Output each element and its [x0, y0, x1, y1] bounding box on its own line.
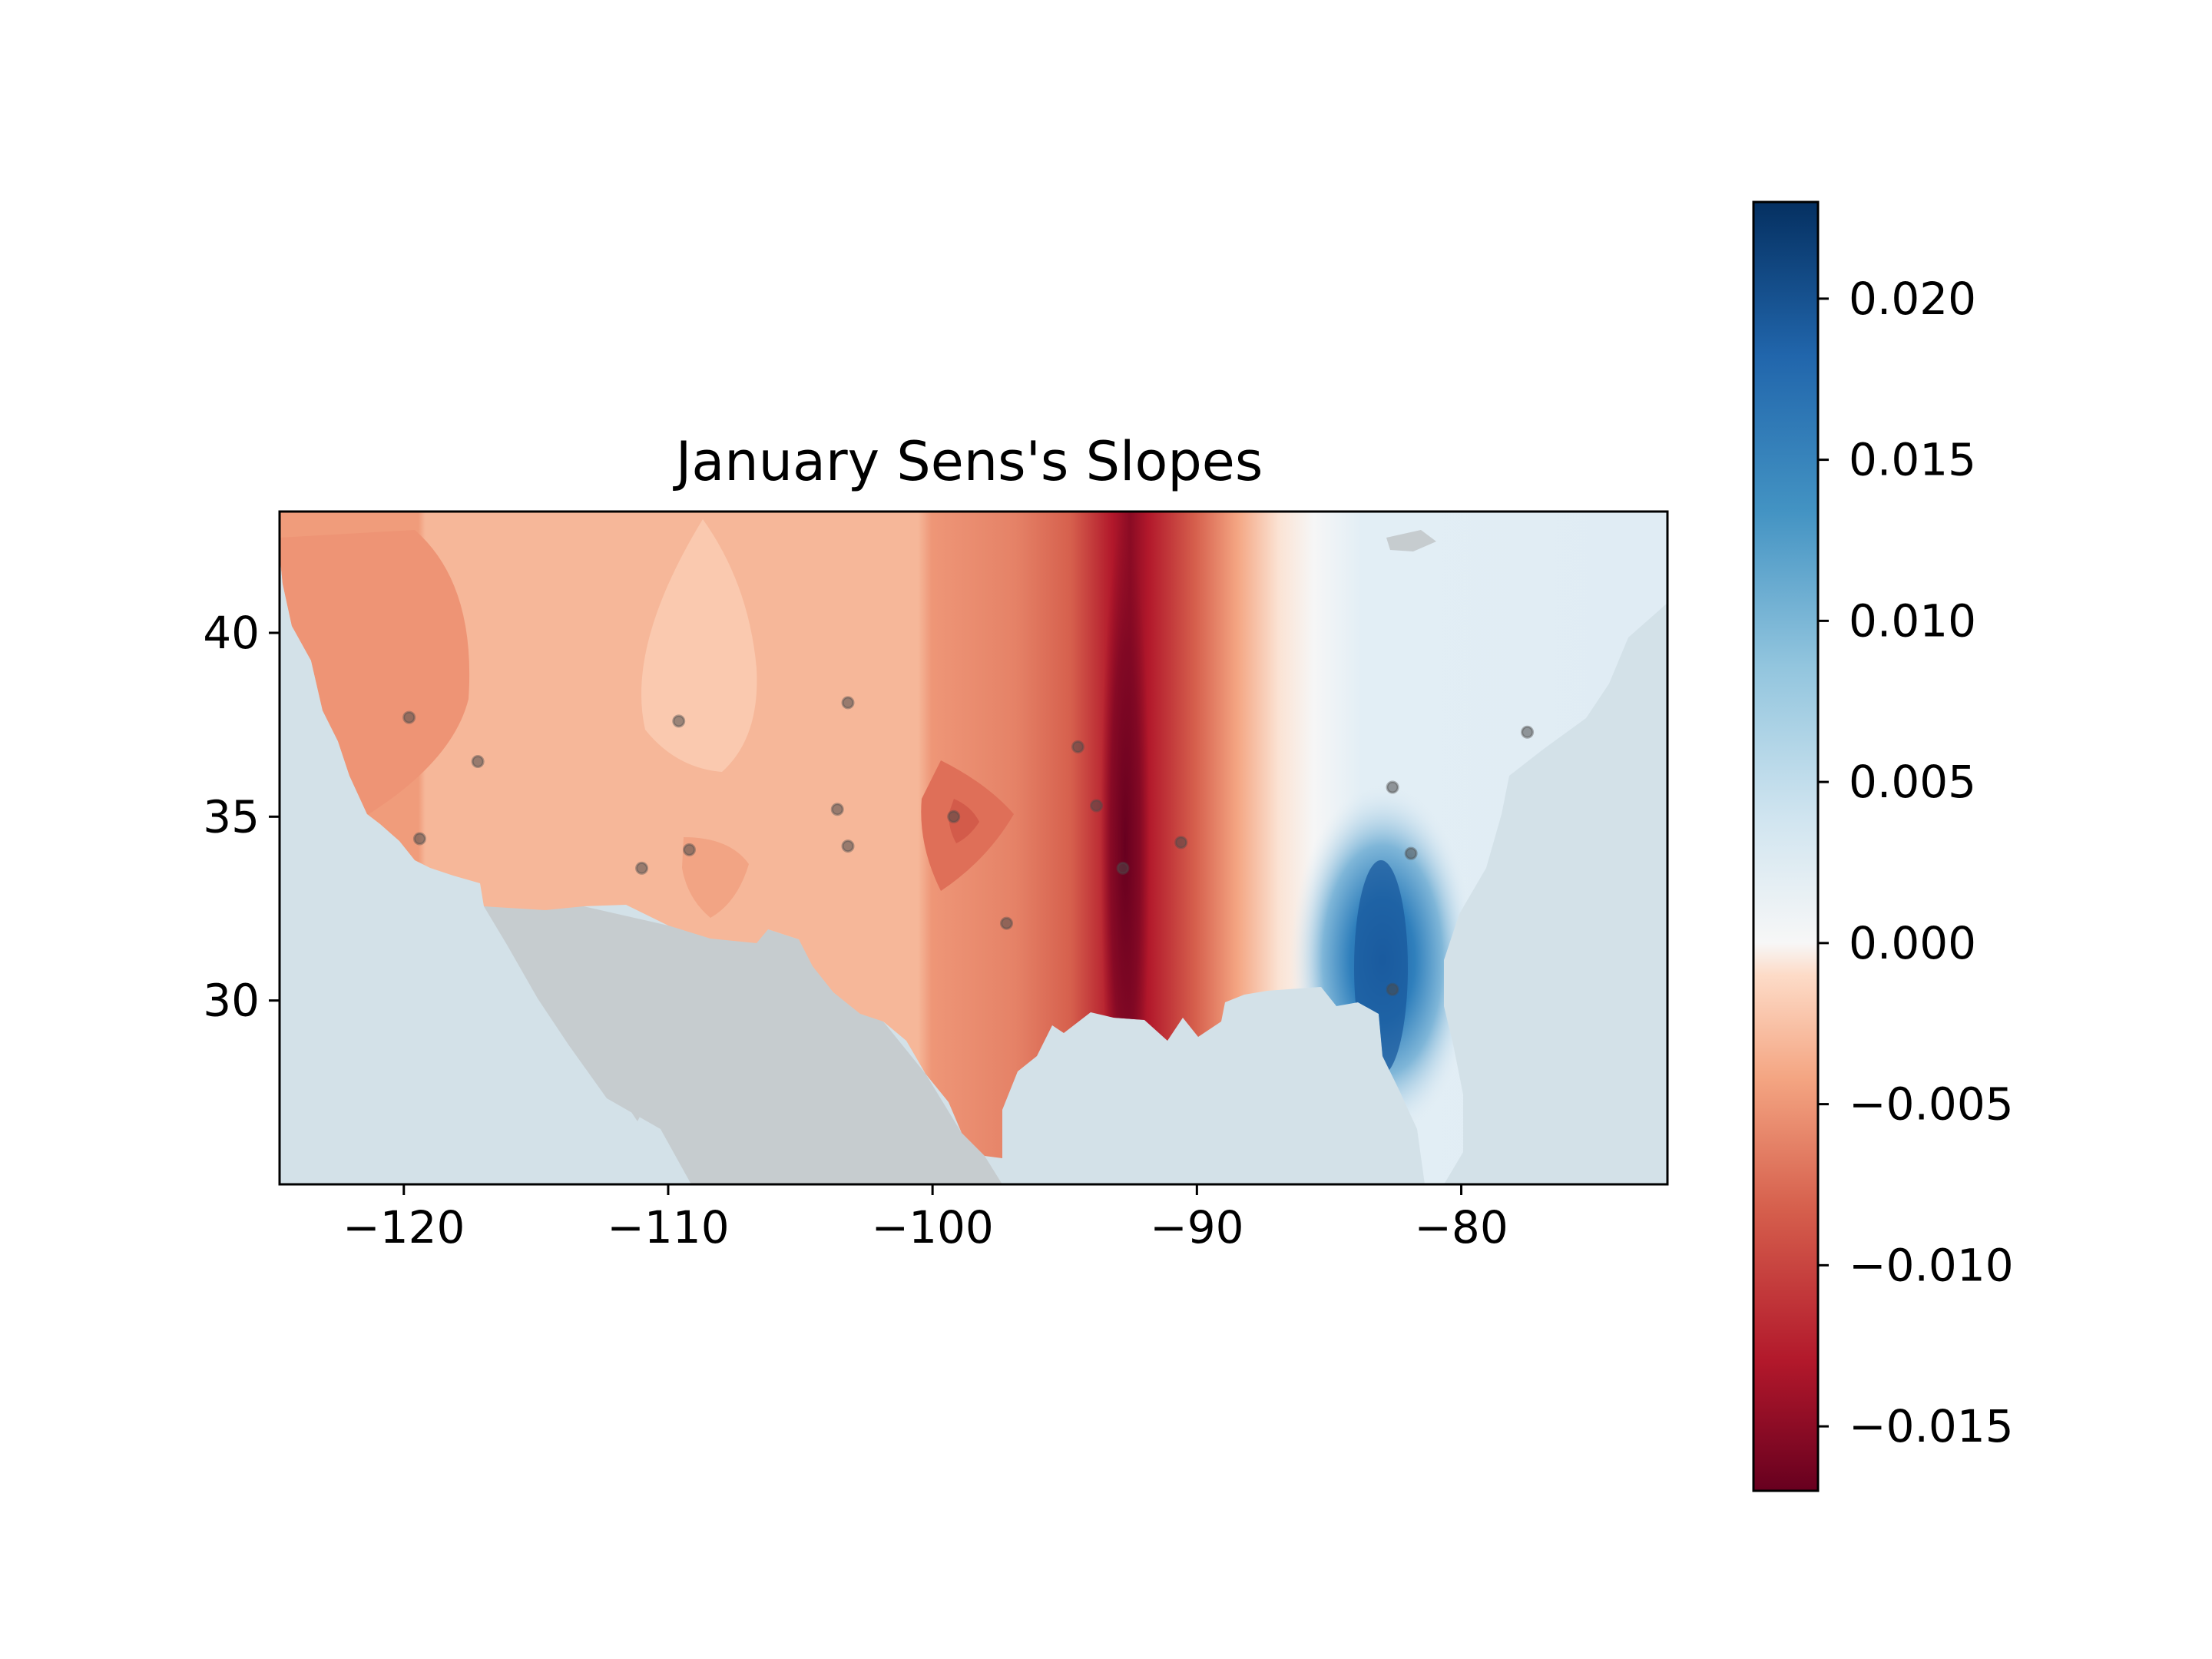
- contour-min-core: [1101, 515, 1150, 1175]
- colorbar-tick-label: −0.015: [1849, 1400, 2014, 1452]
- station-point: [1090, 799, 1104, 813]
- y-tick-label: 30: [203, 975, 260, 1027]
- station-point: [1071, 740, 1084, 753]
- station-point: [1386, 982, 1399, 996]
- station-point: [402, 710, 416, 724]
- x-tick-label: −100: [871, 1201, 993, 1253]
- x-axis: −120 −110 −100 −90 −80: [343, 1184, 1508, 1253]
- colorbar-tick-label: −0.005: [1849, 1078, 2014, 1131]
- station-point: [1521, 725, 1535, 739]
- mexico-landmass: [484, 906, 1002, 1184]
- station-point: [412, 832, 426, 846]
- colorbar-tick-label: −0.010: [1849, 1239, 2014, 1291]
- station-markers: [402, 696, 1535, 996]
- us-contour-field: [280, 512, 1667, 1184]
- colorbar-tick-label: 0.010: [1849, 594, 1976, 647]
- chart-title: January Sens's Slopes: [673, 430, 1263, 493]
- x-tick-label: −90: [1150, 1201, 1243, 1253]
- station-point: [635, 861, 649, 875]
- great-lake: [1386, 530, 1436, 551]
- station-point: [1386, 780, 1399, 794]
- station-point: [1000, 916, 1014, 930]
- station-point: [830, 803, 844, 816]
- contour-lobe-central: [641, 519, 757, 772]
- colorbar-ticks: 0.020 0.015 0.010 0.005 0.000 −0.005 −0.010 −0.…: [1818, 273, 2014, 1452]
- colorbar-tick-label: 0.020: [1849, 273, 1976, 325]
- y-tick-label: 40: [203, 607, 260, 659]
- plot-frame: [278, 510, 1669, 1186]
- station-point: [471, 755, 485, 769]
- x-tick-label: −80: [1414, 1201, 1508, 1253]
- baja-peninsula: [530, 910, 645, 1121]
- colorbar-tick-label: 0.015: [1849, 434, 1976, 486]
- x-tick-label: −110: [607, 1201, 729, 1253]
- station-point: [841, 696, 855, 710]
- map-area: [280, 512, 1667, 1184]
- station-point: [682, 843, 696, 856]
- y-axis: 30 35 40: [203, 607, 280, 1027]
- station-point: [1404, 846, 1418, 860]
- y-tick-label: 35: [203, 790, 260, 843]
- station-point: [672, 714, 686, 728]
- colorbar-tick-label: 0.000: [1849, 917, 1976, 969]
- colorbar-tick-label: 0.005: [1849, 756, 1976, 808]
- contour-lobe-plains-core: [949, 799, 979, 843]
- station-point: [1116, 861, 1130, 875]
- colorbar: [1752, 200, 1820, 1492]
- station-point: [1174, 836, 1188, 849]
- station-point: [947, 810, 961, 823]
- x-tick-label: −120: [343, 1201, 465, 1253]
- station-point: [841, 839, 855, 853]
- contour-lobe-south: [682, 837, 749, 918]
